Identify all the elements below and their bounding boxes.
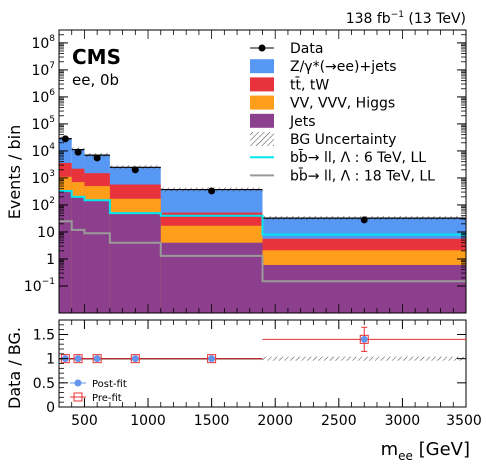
stack-bar-jets-0 xyxy=(59,192,72,313)
main-y-tick-label-4: 104 xyxy=(31,142,55,160)
ratio-x-tick-label-5: 3000 xyxy=(385,413,421,429)
ratio-axes: 0 0.5 1 1.5 500 1000 1500 2000 2500 3000 3500 xyxy=(33,320,482,429)
legend-label-1: Z/γ*(→ee)+jets xyxy=(290,59,397,75)
ratio-y-axis-label: Data / BG. xyxy=(5,327,24,409)
data-point-4 xyxy=(208,187,216,195)
post-fit-marker-3 xyxy=(131,355,139,363)
legend-label-7: bb̄→ ll, Λ : 18 TeV, LL xyxy=(290,167,435,185)
x-axis-label: mee [GeV] xyxy=(381,439,470,463)
stack-bar-jets-4 xyxy=(160,242,263,313)
post-fit-marker-5 xyxy=(360,335,368,343)
data-point-3 xyxy=(131,166,139,174)
legend-label-4: Jets xyxy=(289,114,316,130)
data-point-2 xyxy=(93,154,101,162)
ratio-x-tick-label-0: 500 xyxy=(71,413,98,429)
signal-lines xyxy=(59,189,466,283)
legend-swatch-3 xyxy=(250,95,274,110)
ratio-x-tick-label-2: 1500 xyxy=(194,413,230,429)
ratio-x-tick-label-6: 3500 xyxy=(446,413,482,429)
stack-bar-jets-5 xyxy=(262,264,466,313)
data-points xyxy=(61,135,368,224)
selection-label: ee, 0b xyxy=(72,71,119,89)
pre-fit-marker-3 xyxy=(130,354,140,364)
ratio-legend-prefit-label: Pre-fit xyxy=(92,393,122,404)
ratio-legend-prefit-marker xyxy=(73,392,83,402)
legend-data-marker xyxy=(258,44,266,52)
ratio-y-tick-label-0: 0 xyxy=(46,400,55,416)
stack-bar-jets-1 xyxy=(71,196,85,313)
signal-line-1 xyxy=(59,220,466,283)
data-point-5 xyxy=(360,216,368,224)
ratio-x-tick-label-3: 2000 xyxy=(257,413,293,429)
legend-swatch-2 xyxy=(250,77,274,92)
main-y-tick-label-7: 10 xyxy=(37,225,55,241)
lumi-label: 138 fb−1 (13 TeV) xyxy=(346,10,466,27)
legend-swatch-1 xyxy=(250,59,274,74)
legend-label-2: tt̄, tW xyxy=(290,76,329,94)
ratio-y-tick-label-1: 0.5 xyxy=(33,376,55,392)
main-y-tick-label-5: 103 xyxy=(31,169,55,187)
post-fit-marker-4 xyxy=(208,355,216,363)
main-y-tick-label-2: 106 xyxy=(31,88,55,106)
legend-label-3: VV, VVV, Higgs xyxy=(290,96,395,112)
legend-label-6: bb̄→ ll, Λ : 6 TeV, LL xyxy=(290,149,426,167)
ratio-y-tick-label-3: 1.5 xyxy=(33,328,55,344)
post-fit-marker-2 xyxy=(93,355,101,363)
ratio-legend: Post-fit Pre-fit xyxy=(70,379,127,404)
legend-swatch-4 xyxy=(250,113,274,128)
ratio-y-tick-label-2: 1 xyxy=(46,352,55,368)
ratio-x-tick-label-4: 2500 xyxy=(321,413,357,429)
pre-fit-marker-4 xyxy=(207,354,217,364)
main-y-tick-label-6: 102 xyxy=(31,196,55,214)
pre-fit-marker-5 xyxy=(359,334,369,344)
stack-bar-jets-3 xyxy=(109,213,161,313)
ratio-content xyxy=(59,326,466,364)
data-point-1 xyxy=(74,148,82,156)
pre-fit-marker-2 xyxy=(92,354,102,364)
main-y-tick-label-3: 105 xyxy=(31,115,55,133)
pre-fit-marker-1 xyxy=(73,354,83,364)
main-y-tick-label-1: 107 xyxy=(31,61,55,79)
main-y-tick-label-0: 108 xyxy=(31,34,55,52)
ratio-x-tick-label-1: 1000 xyxy=(130,413,166,429)
ratio-uncertainty-band xyxy=(262,356,466,361)
main-y-tick-label-8: 1 xyxy=(46,252,55,268)
legend-hatch-swatch xyxy=(250,132,274,146)
main-y-axis-label: Events / bin xyxy=(5,125,24,219)
legend-label-5: BG Uncertainty xyxy=(290,132,396,148)
signal-line-0 xyxy=(59,189,466,236)
experiment-label: CMS xyxy=(72,45,121,69)
post-fit-marker-1 xyxy=(74,355,82,363)
data-point-0 xyxy=(61,135,69,143)
stack-bar-jets-2 xyxy=(84,200,110,313)
ratio-legend-postfit-label: Post-fit xyxy=(92,379,127,390)
main-y-tick-label-9: 10−1 xyxy=(24,277,55,295)
ratio-legend-postfit-marker xyxy=(74,379,82,387)
legend-label-0: Data xyxy=(290,41,323,57)
